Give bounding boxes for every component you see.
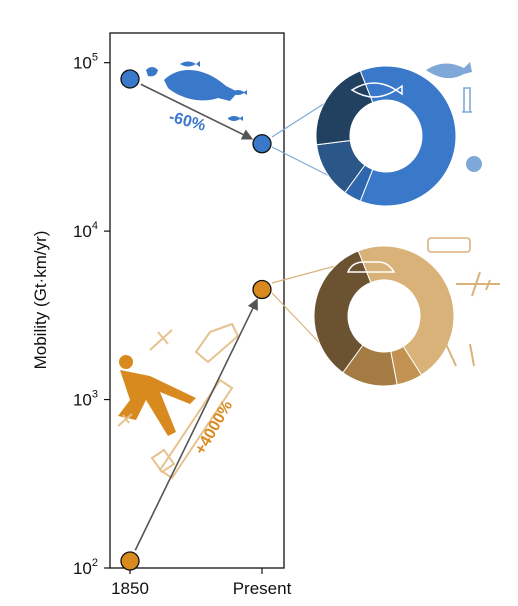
airplane-icon xyxy=(117,413,133,427)
train-icon xyxy=(158,378,234,480)
krill-icon xyxy=(462,87,472,113)
human-donut-chart xyxy=(313,245,455,387)
x-tick-label-1850: 1850 xyxy=(111,579,149,598)
fish-icon xyxy=(350,82,403,98)
wild-donut-icons xyxy=(350,62,482,172)
data-point-human-1850 xyxy=(120,551,140,571)
y-tick-label: 103 xyxy=(73,389,98,410)
small-fish-icon xyxy=(180,61,200,67)
legs-icon xyxy=(445,343,475,367)
human-change-arrow xyxy=(134,298,258,551)
wild-change-arrow xyxy=(140,83,254,140)
data-points xyxy=(120,69,272,571)
y-tick-base: 10 xyxy=(73,54,92,73)
data-point-human-present xyxy=(252,279,272,300)
fish-icon xyxy=(164,69,238,101)
krill-icon xyxy=(146,67,158,77)
anglerfish-icon xyxy=(466,156,482,172)
wild-donut-chart xyxy=(315,65,457,207)
wild-donut-segment xyxy=(315,70,374,146)
human-donut-segment xyxy=(313,250,372,374)
human-donut-icons xyxy=(346,237,500,367)
human-donut-segment xyxy=(357,245,455,376)
whale-icon xyxy=(426,62,472,79)
x-ticks: 1850 Present xyxy=(111,568,292,598)
wild-animal-illustration xyxy=(146,61,247,121)
y-ticks: 102 103 104 105 xyxy=(73,52,110,578)
y-tick-base: 10 xyxy=(73,559,92,578)
wild-donut-segment xyxy=(359,65,457,207)
wild-change-label: -60% xyxy=(167,109,207,135)
y-tick-label: 104 xyxy=(73,220,98,241)
bus-icon xyxy=(150,448,176,474)
airplane-icon xyxy=(456,271,500,297)
y-tick-base: 10 xyxy=(73,391,92,410)
x-tick-label-present: Present xyxy=(233,579,292,598)
car-icon xyxy=(194,322,240,364)
y-tick-label: 102 xyxy=(73,557,98,578)
y-tick-label: 105 xyxy=(73,52,98,73)
small-fish-icon xyxy=(232,90,247,95)
airplane-icon xyxy=(149,329,173,351)
y-tick-base: 10 xyxy=(73,222,92,241)
data-point-wild-1850 xyxy=(120,69,140,89)
y-tick-exp: 4 xyxy=(92,220,98,232)
data-point-wild-present xyxy=(252,134,272,154)
small-fish-icon xyxy=(228,116,243,121)
vehicle-outlines-icon xyxy=(117,322,240,480)
y-tick-exp: 2 xyxy=(92,557,98,569)
human-change-label: +4000% xyxy=(192,398,236,458)
y-tick-exp: 3 xyxy=(92,389,98,401)
human-transport-illustration xyxy=(117,322,240,480)
train-icon xyxy=(427,237,471,253)
y-axis-label: Mobility (Gt·km/yr) xyxy=(31,231,50,370)
car-icon xyxy=(346,261,396,273)
walking-person-icon xyxy=(118,355,196,436)
plot-frame xyxy=(109,32,285,569)
y-tick-exp: 5 xyxy=(92,52,98,64)
